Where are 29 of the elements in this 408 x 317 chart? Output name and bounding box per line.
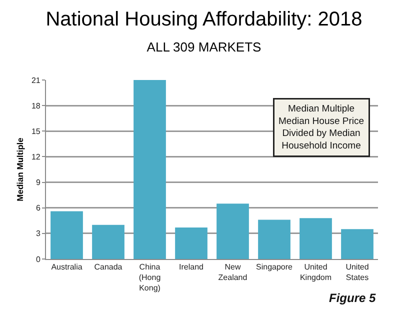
bar <box>92 224 124 259</box>
y-tick-label: 3 <box>36 229 41 238</box>
bar <box>216 204 249 259</box>
chart-title: National Housing Affordability: 2018 <box>46 8 362 30</box>
y-tick-label: 21 <box>31 76 41 85</box>
bar <box>300 218 332 259</box>
caption: Figure 5 <box>329 291 376 305</box>
x-tick-label: China (Hong Kong) <box>138 262 161 292</box>
y-tick-label: 18 <box>31 101 41 110</box>
y-tick-label: 0 <box>36 254 41 264</box>
bar <box>134 80 166 259</box>
y-tick-label: 12 <box>31 152 41 162</box>
x-tick-label: United Kingdom <box>300 262 332 282</box>
bar <box>341 229 374 259</box>
annotation: Median Multiple Median House Price Divided by Median Household Income <box>278 104 364 152</box>
x-tick-label: Australia <box>51 262 83 272</box>
y-tick-label: 15 <box>31 126 41 136</box>
x-tick-label: Ireland <box>179 262 204 272</box>
y-tick-label: 6 <box>36 204 41 213</box>
x-tick-label: United States <box>346 262 369 282</box>
x-tick-label: Canada <box>94 262 123 272</box>
y-axis-title: Median Multiple <box>15 137 26 202</box>
bar <box>50 211 83 259</box>
bar <box>175 227 208 259</box>
x-tick-label: Singapore <box>256 262 294 272</box>
chart-subtitle: ALL 309 MARKETS <box>146 39 262 54</box>
bar <box>258 220 290 259</box>
x-tick-label: New Zealand <box>218 262 248 282</box>
y-tick-label: 9 <box>36 178 41 188</box>
